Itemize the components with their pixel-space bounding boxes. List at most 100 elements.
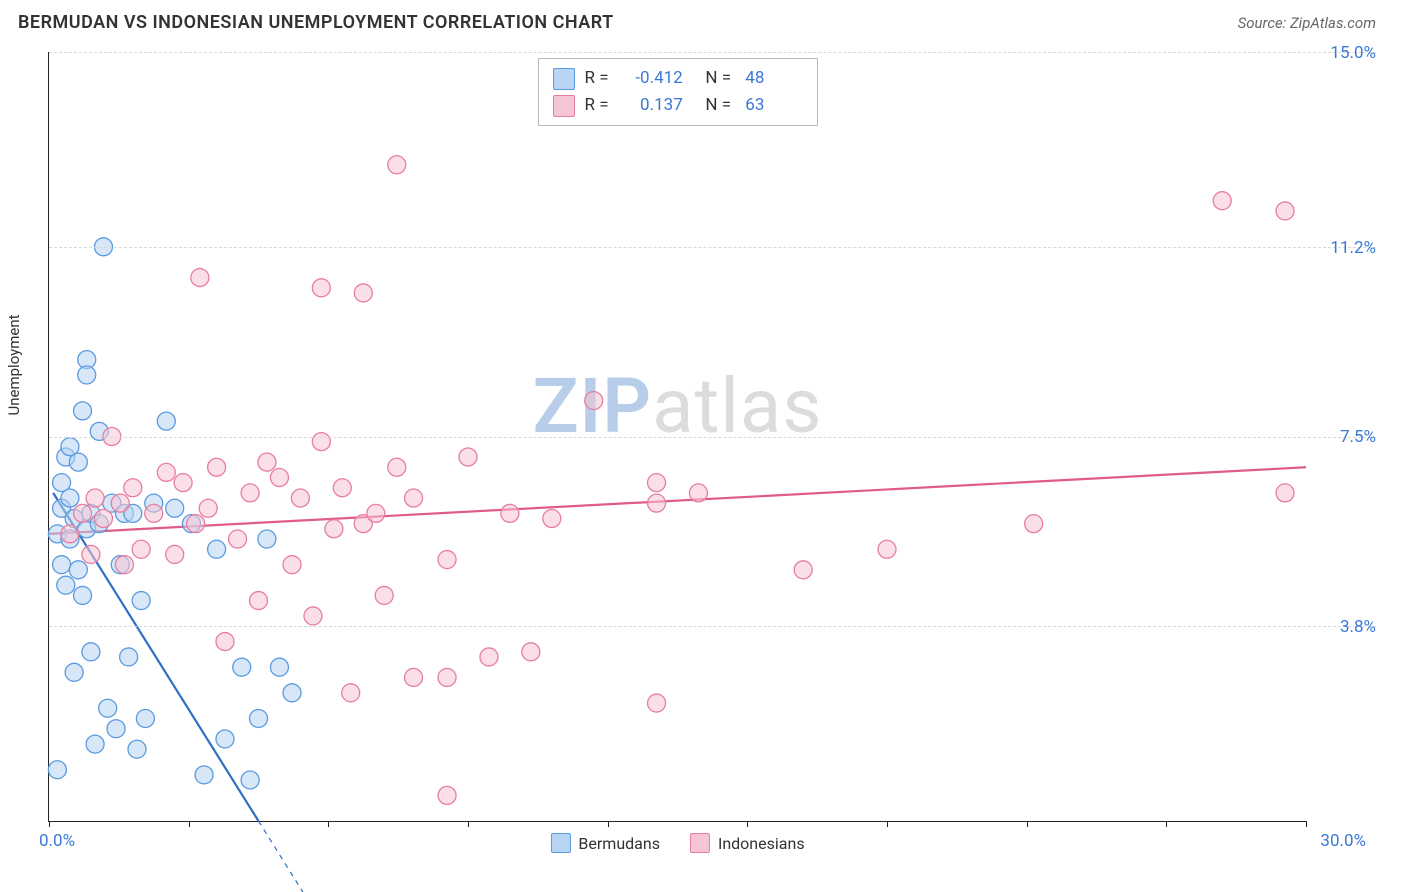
data-point [333, 479, 351, 497]
data-point [61, 525, 79, 543]
data-point [86, 489, 104, 507]
y-tick-label: 15.0% [1330, 43, 1376, 63]
legend-item: Indonesians [690, 833, 805, 853]
data-point [283, 556, 301, 574]
stats-legend-row: R = 0.137 N = 63 [553, 92, 803, 119]
data-point [405, 489, 423, 507]
n-value: 48 [745, 65, 764, 92]
data-point [648, 494, 666, 512]
data-point [74, 402, 92, 420]
data-point [1276, 484, 1294, 502]
y-tick-label: 3.8% [1340, 617, 1376, 637]
y-axis-label: Unemployment [5, 314, 23, 415]
data-point [585, 392, 603, 410]
source-label: Source: ZipAtlas.com [1238, 14, 1376, 32]
data-point [74, 586, 92, 604]
data-point [191, 269, 209, 287]
data-point [166, 499, 184, 517]
y-tick-label: 7.5% [1340, 427, 1376, 447]
data-point [69, 561, 87, 579]
trend-line-extrapolation [259, 821, 313, 892]
data-point [304, 607, 322, 625]
x-tick [1306, 821, 1307, 827]
data-point [86, 735, 104, 753]
x-tick [1166, 821, 1167, 827]
y-tick-label: 11.2% [1330, 238, 1376, 258]
data-point [124, 479, 142, 497]
data-point [216, 633, 234, 651]
data-point [878, 540, 896, 558]
data-point [1213, 192, 1231, 210]
page-title: BERMUDAN VS INDONESIAN UNEMPLOYMENT CORR… [18, 12, 614, 33]
data-point [107, 720, 125, 738]
data-point [53, 556, 71, 574]
plot-area: ZIPatlas R = -0.412 N = 48R = 0.137 N = … [48, 52, 1306, 822]
data-point [283, 684, 301, 702]
data-point [99, 699, 117, 717]
data-point [145, 504, 163, 522]
data-point [94, 510, 112, 528]
x-tick [747, 821, 748, 827]
gridline: 11.2% [49, 247, 1376, 248]
data-point [120, 648, 138, 666]
data-point [157, 412, 175, 430]
legend-label: Indonesians [718, 834, 805, 853]
r-value: -0.412 [623, 65, 683, 92]
data-point [136, 709, 154, 727]
data-point [57, 576, 75, 594]
data-point [1025, 515, 1043, 533]
data-point [128, 740, 146, 758]
data-point [1276, 202, 1294, 220]
data-point [233, 658, 251, 676]
n-label: N = [693, 92, 736, 119]
x-axis-max-label: 30.0% [1320, 831, 1366, 851]
gridline: 3.8% [49, 626, 1376, 627]
data-point [115, 556, 133, 574]
r-label: R = [585, 65, 613, 92]
data-point [388, 156, 406, 174]
data-point [312, 279, 330, 297]
n-value: 63 [745, 92, 764, 119]
data-point [291, 489, 309, 507]
data-point [648, 694, 666, 712]
legend-swatch [553, 95, 575, 117]
data-point [187, 515, 205, 533]
data-point [794, 561, 812, 579]
data-point [132, 540, 150, 558]
data-point [258, 530, 276, 548]
data-point [459, 448, 477, 466]
data-point [438, 786, 456, 804]
data-point [438, 668, 456, 686]
data-point [250, 709, 268, 727]
x-tick [1027, 821, 1028, 827]
r-value: 0.137 [623, 92, 683, 119]
data-point [111, 494, 129, 512]
data-point [65, 663, 83, 681]
data-point [250, 592, 268, 610]
data-point [438, 551, 456, 569]
data-point [405, 668, 423, 686]
data-point [270, 469, 288, 487]
stats-legend: R = -0.412 N = 48R = 0.137 N = 63 [538, 58, 818, 126]
x-tick [468, 821, 469, 827]
data-point [82, 643, 100, 661]
data-point [69, 453, 87, 471]
data-point [522, 643, 540, 661]
data-point [312, 433, 330, 451]
data-point [241, 771, 259, 789]
data-point [342, 684, 360, 702]
gridline: 15.0% [49, 52, 1376, 53]
data-point [48, 761, 66, 779]
correlation-chart: Unemployment ZIPatlas R = -0.412 N = 48R… [18, 52, 1376, 862]
data-point [74, 504, 92, 522]
x-axis-min-label: 0.0% [39, 831, 75, 851]
data-point [325, 520, 343, 538]
series-legend: BermudansIndonesians [550, 833, 804, 853]
data-point [166, 545, 184, 563]
x-tick [608, 821, 609, 827]
data-point [501, 504, 519, 522]
x-tick [189, 821, 190, 827]
x-tick [887, 821, 888, 827]
data-point [480, 648, 498, 666]
data-point [82, 545, 100, 563]
